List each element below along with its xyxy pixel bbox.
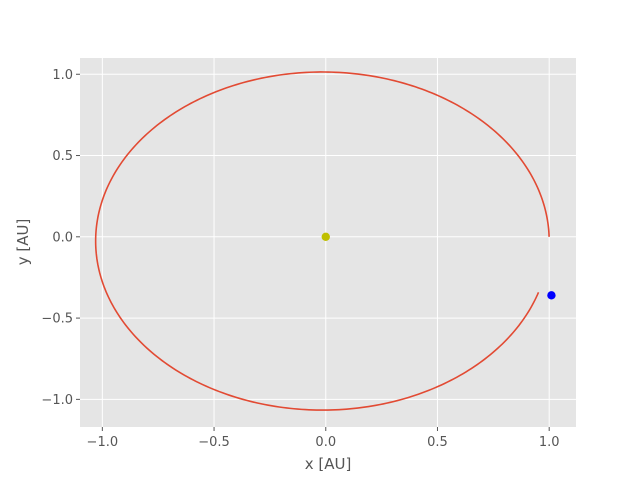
orbit-path bbox=[94, 71, 550, 411]
grid bbox=[80, 58, 576, 427]
y-axis-ticks: −1.0 −0.5 0.0 0.5 1.0 bbox=[41, 68, 80, 408]
y-axis-label: y [AU] bbox=[14, 219, 32, 266]
plot-background bbox=[80, 58, 576, 427]
x-tick-label: 1.0 bbox=[539, 435, 560, 450]
x-tick-label: 0.0 bbox=[315, 435, 336, 450]
y-tick-label: 1.0 bbox=[52, 68, 73, 83]
x-tick-label: −0.5 bbox=[198, 435, 230, 450]
x-tick-label: 0.5 bbox=[427, 435, 448, 450]
y-tick-label: 0.0 bbox=[52, 230, 73, 245]
x-axis-label: x [AU] bbox=[305, 455, 352, 473]
planet-marker bbox=[547, 291, 556, 300]
y-tick-label: −1.0 bbox=[41, 393, 73, 408]
points bbox=[321, 232, 556, 300]
x-axis-ticks: −1.0 −0.5 0.0 0.5 1.0 bbox=[87, 427, 560, 450]
y-tick-label: −0.5 bbox=[41, 312, 73, 327]
x-tick-label: −1.0 bbox=[87, 435, 119, 450]
sun-marker bbox=[321, 232, 330, 242]
y-tick-label: 0.5 bbox=[52, 149, 73, 164]
